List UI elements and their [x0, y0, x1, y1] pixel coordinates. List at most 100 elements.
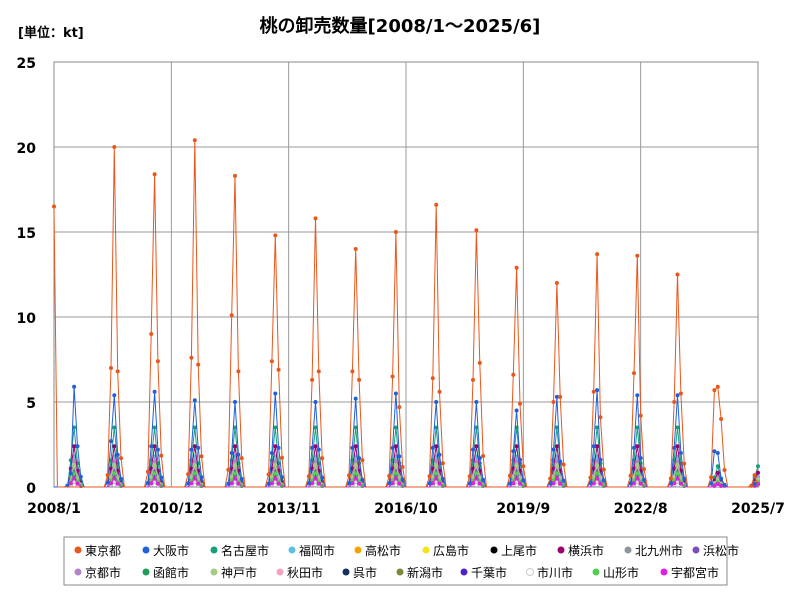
data-point [233, 173, 237, 178]
data-point [276, 445, 281, 450]
legend-marker [288, 546, 296, 554]
data-point [189, 355, 194, 360]
data-point [467, 481, 472, 486]
legend-label: 大阪市 [153, 543, 189, 558]
data-point [72, 384, 77, 389]
legend-label: 浜松市 [703, 543, 739, 558]
data-point [353, 425, 358, 430]
legend-marker [592, 568, 600, 576]
data-point [112, 471, 117, 476]
data-point [199, 454, 204, 459]
data-point [109, 481, 113, 486]
data-point [548, 476, 553, 481]
data-point [474, 444, 479, 449]
data-point [233, 425, 237, 430]
data-point [588, 480, 593, 485]
data-point [152, 462, 157, 467]
data-point [320, 456, 325, 461]
data-point [477, 481, 482, 486]
data-point [477, 456, 482, 461]
data-point [186, 481, 191, 486]
data-point [558, 394, 563, 399]
data-point [310, 377, 315, 382]
data-point [276, 481, 281, 486]
data-point [628, 473, 633, 478]
data-point [273, 471, 278, 476]
data-point [350, 369, 355, 374]
data-point [393, 459, 398, 464]
data-point [159, 453, 164, 458]
data-point [554, 471, 559, 476]
data-point [598, 481, 603, 486]
data-point [635, 462, 640, 467]
data-point [434, 400, 439, 404]
data-point [558, 459, 563, 464]
data-point [642, 467, 646, 472]
data-point [189, 447, 194, 452]
data-point [152, 476, 157, 481]
data-point [72, 462, 77, 467]
data-point [192, 462, 197, 467]
unit-label: [単位：kt] [18, 25, 84, 41]
data-point [152, 471, 157, 476]
data-point [595, 425, 600, 430]
data-point [192, 425, 197, 430]
data-point [722, 482, 727, 487]
data-point [635, 444, 640, 449]
data-point [353, 396, 358, 401]
data-point [280, 455, 284, 460]
data-point [269, 451, 274, 455]
legend-marker [557, 546, 565, 554]
data-point [554, 459, 559, 464]
data-point [434, 471, 439, 476]
data-point [518, 457, 522, 462]
data-point [149, 481, 154, 486]
data-point [471, 447, 475, 452]
data-point [675, 459, 680, 464]
legend-marker [210, 546, 218, 554]
data-point [481, 477, 486, 482]
data-point [595, 462, 600, 467]
data-point [229, 481, 234, 486]
data-point [514, 471, 519, 476]
data-point [273, 462, 278, 467]
data-point [471, 377, 475, 382]
data-point [115, 452, 120, 457]
data-point [196, 362, 201, 367]
data-point [595, 252, 600, 257]
data-point [192, 444, 197, 449]
legend-label: 名古屋市 [221, 543, 269, 558]
data-point [68, 471, 73, 476]
data-point [112, 476, 117, 481]
data-point [320, 475, 325, 480]
data-point [719, 483, 724, 488]
data-point [477, 360, 482, 365]
x-tick-label: 2008/1 [27, 501, 81, 517]
data-point [226, 481, 231, 486]
data-point [192, 459, 197, 464]
data-point [112, 393, 117, 398]
data-point [430, 481, 435, 486]
data-point [105, 480, 110, 485]
data-point [353, 247, 358, 251]
data-point [514, 459, 519, 464]
data-point [273, 476, 278, 481]
data-point [598, 415, 603, 420]
data-point [675, 425, 680, 430]
data-point [115, 481, 120, 486]
data-point [112, 444, 117, 449]
data-point [397, 454, 402, 459]
data-point [229, 451, 234, 455]
data-point [595, 444, 600, 449]
data-point [393, 444, 398, 449]
data-point [514, 444, 519, 449]
data-point [430, 376, 435, 381]
data-point [273, 459, 278, 464]
data-point [155, 447, 160, 452]
data-point [387, 481, 392, 486]
data-point [518, 481, 522, 486]
data-point [632, 445, 636, 450]
chart-title: 桃の卸売数量[2008/1～2025/6] [260, 15, 541, 37]
data-point [514, 476, 519, 481]
data-point [196, 481, 201, 486]
